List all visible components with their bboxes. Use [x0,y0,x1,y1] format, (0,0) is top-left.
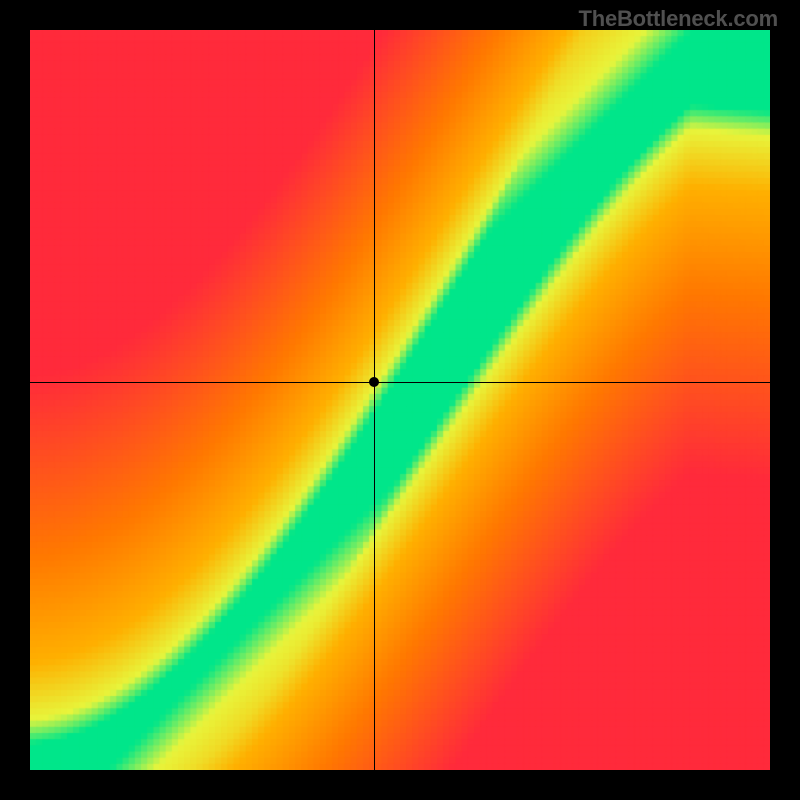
crosshair-horizontal [30,382,770,383]
watermark-text: TheBottleneck.com [578,6,778,32]
heatmap-plot [30,30,770,770]
crosshair-vertical [374,30,375,770]
marker-dot [369,377,379,387]
heatmap-canvas [30,30,770,770]
